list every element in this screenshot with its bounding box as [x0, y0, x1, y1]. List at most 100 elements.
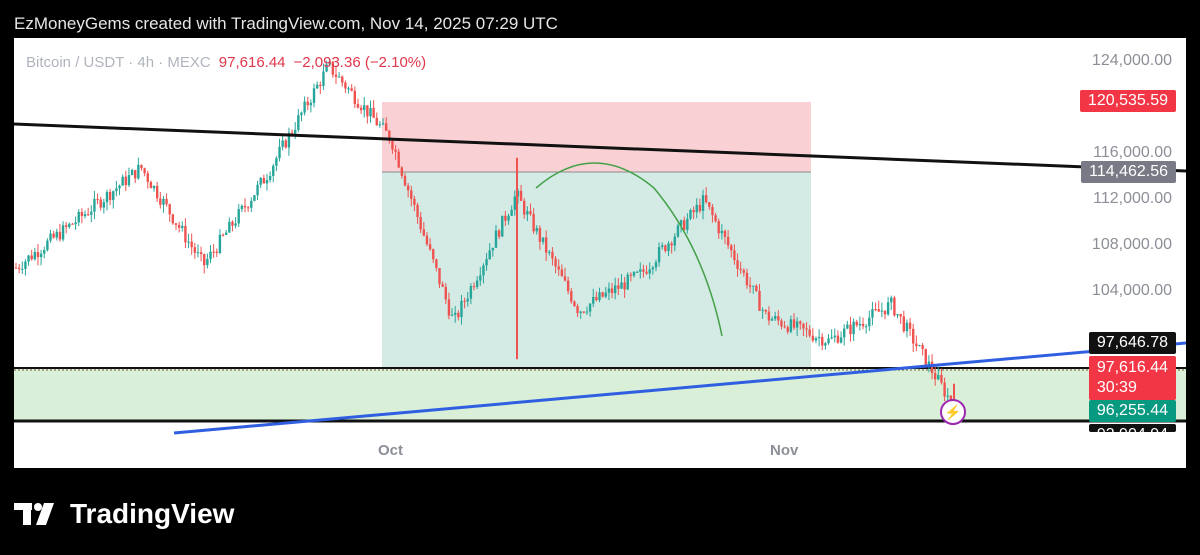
- short-profit-zone: [382, 172, 811, 384]
- candle-body: [795, 321, 799, 328]
- candle-body: [419, 217, 422, 230]
- price-change: −2,093.36 (−2.10%): [293, 54, 427, 71]
- candle-body: [626, 274, 629, 290]
- chart-canvas[interactable]: [14, 38, 1186, 468]
- resistance-price-tag: 114,462.56: [1081, 161, 1176, 183]
- bottom-price-tag: 93,904.94: [1088, 424, 1176, 432]
- candle-body: [617, 285, 620, 289]
- candle-body: [827, 338, 830, 344]
- candle-body: [610, 288, 614, 294]
- rounded-top-arc[interactable]: [535, 162, 723, 337]
- candle-body: [259, 177, 262, 185]
- candle-body: [444, 286, 447, 300]
- candle-body: [777, 316, 780, 321]
- candle-body: [406, 185, 410, 191]
- candle-body: [246, 207, 250, 209]
- candle-body: [105, 191, 109, 203]
- candle-body: [221, 234, 225, 236]
- candle-body: [523, 200, 526, 215]
- candle-body: [579, 311, 582, 313]
- candle-body: [297, 115, 300, 130]
- price-chart[interactable]: Bitcoin / USDT · 4h · MEXC 97,616.44 −2,09…: [14, 38, 1186, 468]
- candle-body: [347, 88, 350, 90]
- candle-body: [469, 286, 473, 299]
- candle-body: [300, 112, 303, 116]
- candle-body: [80, 211, 84, 217]
- candle-body: [479, 275, 482, 281]
- candle-body: [155, 185, 159, 199]
- candle-body: [877, 309, 880, 312]
- candle-body: [792, 319, 796, 328]
- candle-body: [482, 265, 485, 276]
- candle-body: [670, 243, 673, 246]
- candle-body: [855, 321, 858, 326]
- candle-body: [717, 221, 720, 234]
- candle-body: [391, 140, 394, 150]
- candle-body: [767, 311, 771, 321]
- candle-body: [240, 205, 244, 210]
- candle-body: [17, 267, 21, 269]
- candle-body: [215, 251, 218, 253]
- candle-body: [880, 310, 884, 312]
- candle-body: [890, 297, 893, 303]
- candle-body: [485, 259, 488, 266]
- candle-body: [58, 231, 62, 240]
- candle-body: [632, 271, 636, 276]
- candle-body: [679, 220, 683, 226]
- candle-body: [187, 241, 190, 243]
- candle-body: [312, 88, 316, 103]
- candle-body: [36, 252, 40, 258]
- candle-body: [918, 345, 921, 347]
- candle-body: [152, 185, 156, 189]
- candle-body: [174, 223, 178, 225]
- candle-body: [102, 202, 106, 208]
- candle-body: [21, 268, 24, 270]
- candle-body: [538, 228, 542, 242]
- lightning-event-icon[interactable]: ⚡: [940, 399, 966, 425]
- candle-body: [504, 215, 507, 221]
- candle-body: [378, 124, 382, 126]
- candle-body: [27, 255, 30, 262]
- candle-body: [811, 335, 815, 341]
- candle-body: [303, 101, 306, 113]
- candle-body: [761, 309, 764, 311]
- candle-body: [397, 151, 400, 168]
- candle-body: [623, 282, 626, 290]
- candle-body: [836, 335, 840, 343]
- candle-body: [513, 196, 517, 210]
- candle-body: [400, 167, 404, 176]
- symbol-legend[interactable]: Bitcoin / USDT · 4h · MEXC 97,616.44 −2,09…: [26, 54, 426, 71]
- descending-trendline[interactable]: [14, 122, 1186, 173]
- candle-body: [193, 247, 197, 253]
- candle-body: [548, 251, 551, 253]
- candle-body: [501, 215, 504, 237]
- candle-body: [457, 312, 460, 318]
- candle-body: [96, 198, 99, 200]
- candle-body: [852, 321, 855, 335]
- candle-body: [648, 269, 651, 274]
- candle-body: [739, 268, 742, 271]
- candle-body: [802, 323, 805, 329]
- candle-body: [55, 231, 58, 238]
- candle-body: [177, 224, 181, 228]
- candle-body: [899, 314, 902, 317]
- candle-body: [551, 251, 554, 259]
- candle-body: [519, 190, 523, 201]
- candle-body: [726, 236, 730, 246]
- candle-body: [635, 271, 639, 273]
- candle-body: [808, 329, 811, 336]
- candle-body: [413, 198, 416, 205]
- candle-body: [821, 336, 824, 346]
- candle-body: [896, 314, 899, 316]
- trendline-price-tag: 97,646.78: [1088, 332, 1176, 354]
- candle-body: [604, 292, 607, 297]
- candle-body: [140, 164, 143, 169]
- candle-body: [570, 291, 573, 302]
- candle-body: [814, 338, 818, 341]
- candle-body: [265, 180, 269, 184]
- candle-body: [253, 195, 256, 201]
- candle-body: [231, 221, 234, 226]
- ascending-trendline[interactable]: [173, 341, 1186, 435]
- x-label-nov: Nov: [770, 442, 799, 459]
- candle-body: [435, 259, 438, 268]
